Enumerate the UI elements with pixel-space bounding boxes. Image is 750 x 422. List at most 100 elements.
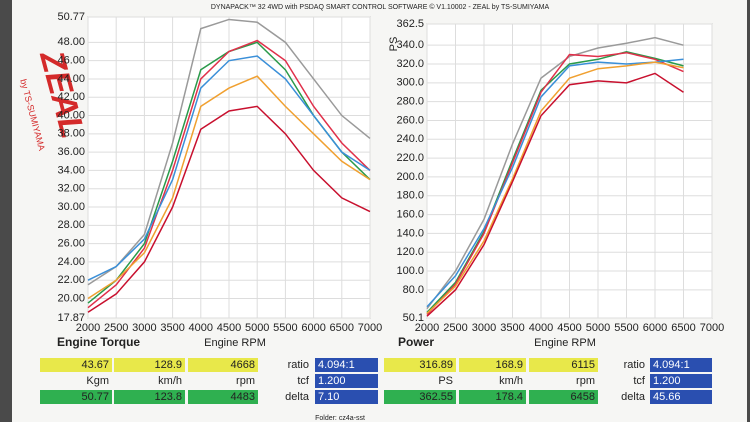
x-tick-label: 5000 — [586, 322, 610, 334]
x-axis-label: Engine RPM — [534, 337, 596, 349]
readout: 4.094:1 — [650, 358, 712, 372]
header: DYNAPACK™ 32 4WD with PSDAQ SMART CONTRO… — [211, 3, 550, 11]
readout: 128.9 — [114, 358, 185, 372]
readout: 4668 — [188, 358, 258, 372]
series-line — [87, 75, 371, 300]
readout: ratio — [287, 359, 309, 371]
y-tick-label: 34.00 — [57, 164, 85, 176]
y-tick-label: 160.0 — [396, 208, 424, 220]
x-tick-label: 6000 — [643, 322, 667, 334]
x-tick-label: 5500 — [273, 322, 297, 334]
readout: 4483 — [188, 390, 258, 404]
y-tick-label: 26.00 — [57, 238, 85, 250]
readout: 7.10 — [315, 390, 378, 404]
y-tick-label: 100.0 — [396, 265, 424, 277]
x-tick-label: 2500 — [443, 322, 467, 334]
y-tick-label: 260.0 — [396, 114, 424, 126]
x-tick-label: 6000 — [301, 322, 325, 334]
y-tick-label: 80.0 — [403, 284, 424, 296]
x-tick-label: 4500 — [557, 322, 581, 334]
chart-title: Engine Torque — [57, 335, 140, 349]
readout: delta — [285, 391, 309, 403]
series-line — [87, 105, 371, 313]
series-line — [426, 58, 684, 308]
series-line — [426, 51, 684, 315]
readout: 1.200 — [650, 374, 712, 388]
y-tick-label: 24.00 — [57, 256, 85, 268]
y-tick-label: 44.00 — [57, 73, 85, 85]
readout: 45.66 — [650, 390, 712, 404]
x-tick-label: 3500 — [500, 322, 524, 334]
series-line — [426, 61, 684, 314]
readout: 43.67 — [40, 358, 112, 372]
y-tick-label: 17.87 — [57, 312, 85, 324]
y-tick-label: 362.5 — [396, 18, 424, 30]
readout: tcf — [297, 375, 309, 387]
y-tick-label: 38.00 — [57, 128, 85, 140]
readout: 6115 — [529, 358, 598, 372]
readout: rpm — [576, 375, 595, 387]
x-tick-label: 4000 — [189, 322, 213, 334]
readout: km/h — [158, 375, 182, 387]
y-tick-label: 340.0 — [396, 39, 424, 51]
y-tick-label: 200.0 — [396, 171, 424, 183]
readout: ratio — [623, 359, 645, 371]
y-tick-label: 50.1 — [403, 312, 424, 324]
y-tick-label: 22.00 — [57, 274, 85, 286]
series-line — [87, 55, 371, 281]
x-tick-label: 4500 — [217, 322, 241, 334]
y-tick-label: 46.00 — [57, 55, 85, 67]
x-axis-label: Engine RPM — [204, 337, 266, 349]
y-tick-label: 280.0 — [396, 96, 424, 108]
y-tick-label: 30.00 — [57, 201, 85, 213]
readout: 178.4 — [459, 390, 526, 404]
x-tick-label: 5500 — [614, 322, 638, 334]
readout: 168.9 — [459, 358, 526, 372]
y-tick-label: 28.00 — [57, 219, 85, 231]
readout: 1.200 — [315, 374, 378, 388]
y-axis-label: PS — [388, 37, 400, 52]
y-tick-label: 180.0 — [396, 190, 424, 202]
series-line — [426, 36, 684, 310]
readout: 123.8 — [114, 390, 185, 404]
series-line — [87, 18, 371, 286]
series-line — [426, 72, 684, 317]
x-tick-label: 5000 — [245, 322, 269, 334]
footer: Folder: cz4a-sst — [315, 415, 365, 422]
readout: rpm — [236, 375, 255, 387]
x-tick-label: 2500 — [104, 322, 128, 334]
y-tick-label: 32.00 — [57, 183, 85, 195]
readout: 50.77 — [40, 390, 112, 404]
y-tick-label: 140.0 — [396, 227, 424, 239]
y-tick-label: 320.0 — [396, 58, 424, 70]
series-line — [87, 39, 371, 309]
y-tick-label: 120.0 — [396, 246, 424, 258]
x-tick-label: 2000 — [415, 322, 439, 334]
chart-title: Power — [398, 335, 434, 349]
readout: PS — [438, 375, 453, 387]
x-tick-label: 2000 — [76, 322, 100, 334]
y-tick-label: 36.00 — [57, 146, 85, 158]
y-tick-label: 48.00 — [57, 36, 85, 48]
x-tick-label: 7000 — [358, 322, 382, 334]
y-tick-label: 240.0 — [396, 133, 424, 145]
y-tick-label: 42.00 — [57, 91, 85, 103]
x-tick-label: 7000 — [700, 322, 724, 334]
x-tick-label: 3000 — [472, 322, 496, 334]
y-tick-label: 50.77 — [57, 11, 85, 23]
readout: km/h — [499, 375, 523, 387]
readout: delta — [621, 391, 645, 403]
y-tick-label: 220.0 — [396, 152, 424, 164]
readout: 6458 — [529, 390, 598, 404]
x-tick-label: 3500 — [160, 322, 184, 334]
readout: Kgm — [86, 375, 109, 387]
readout: 4.094:1 — [315, 358, 378, 372]
y-tick-label: 300.0 — [396, 77, 424, 89]
x-tick-label: 6500 — [671, 322, 695, 334]
readout: tcf — [633, 375, 645, 387]
readout: 362.55 — [384, 390, 456, 404]
series-line — [426, 50, 684, 313]
x-tick-label: 3000 — [132, 322, 156, 334]
